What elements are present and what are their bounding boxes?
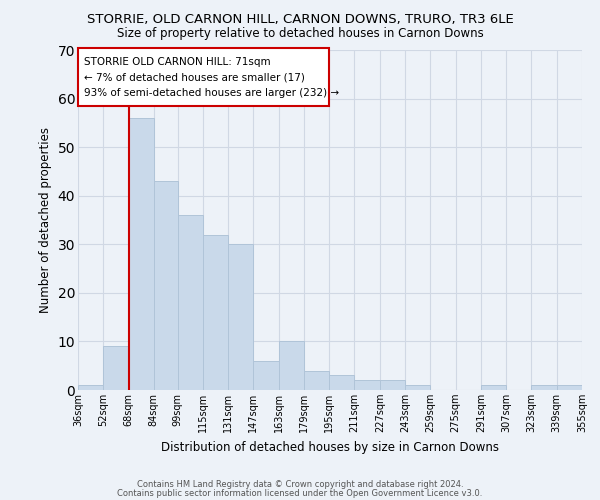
Text: Contains public sector information licensed under the Open Government Licence v3: Contains public sector information licen…: [118, 488, 482, 498]
Bar: [481, 385, 506, 390]
Bar: [355, 380, 380, 390]
Text: Size of property relative to detached houses in Carnon Downs: Size of property relative to detached ho…: [116, 28, 484, 40]
Text: 93% of semi-detached houses are larger (232) →: 93% of semi-detached houses are larger (…: [85, 88, 340, 99]
Text: STORRIE, OLD CARNON HILL, CARNON DOWNS, TRURO, TR3 6LE: STORRIE, OLD CARNON HILL, CARNON DOWNS, …: [86, 12, 514, 26]
Text: ← 7% of detached houses are smaller (17): ← 7% of detached houses are smaller (17): [85, 73, 305, 83]
Bar: [154, 181, 178, 390]
FancyBboxPatch shape: [78, 48, 329, 106]
Bar: [128, 118, 154, 390]
Bar: [203, 234, 228, 390]
Bar: [380, 380, 405, 390]
Bar: [178, 215, 203, 390]
Bar: [278, 342, 304, 390]
Bar: [405, 385, 430, 390]
Bar: [557, 385, 582, 390]
Bar: [253, 361, 278, 390]
Bar: [329, 376, 355, 390]
Bar: [103, 346, 128, 390]
Text: STORRIE OLD CARNON HILL: 71sqm: STORRIE OLD CARNON HILL: 71sqm: [85, 58, 271, 68]
Bar: [304, 370, 329, 390]
Bar: [228, 244, 253, 390]
Bar: [78, 385, 103, 390]
Text: Contains HM Land Registry data © Crown copyright and database right 2024.: Contains HM Land Registry data © Crown c…: [137, 480, 463, 489]
X-axis label: Distribution of detached houses by size in Carnon Downs: Distribution of detached houses by size …: [161, 440, 499, 454]
Y-axis label: Number of detached properties: Number of detached properties: [39, 127, 52, 313]
Bar: [532, 385, 557, 390]
